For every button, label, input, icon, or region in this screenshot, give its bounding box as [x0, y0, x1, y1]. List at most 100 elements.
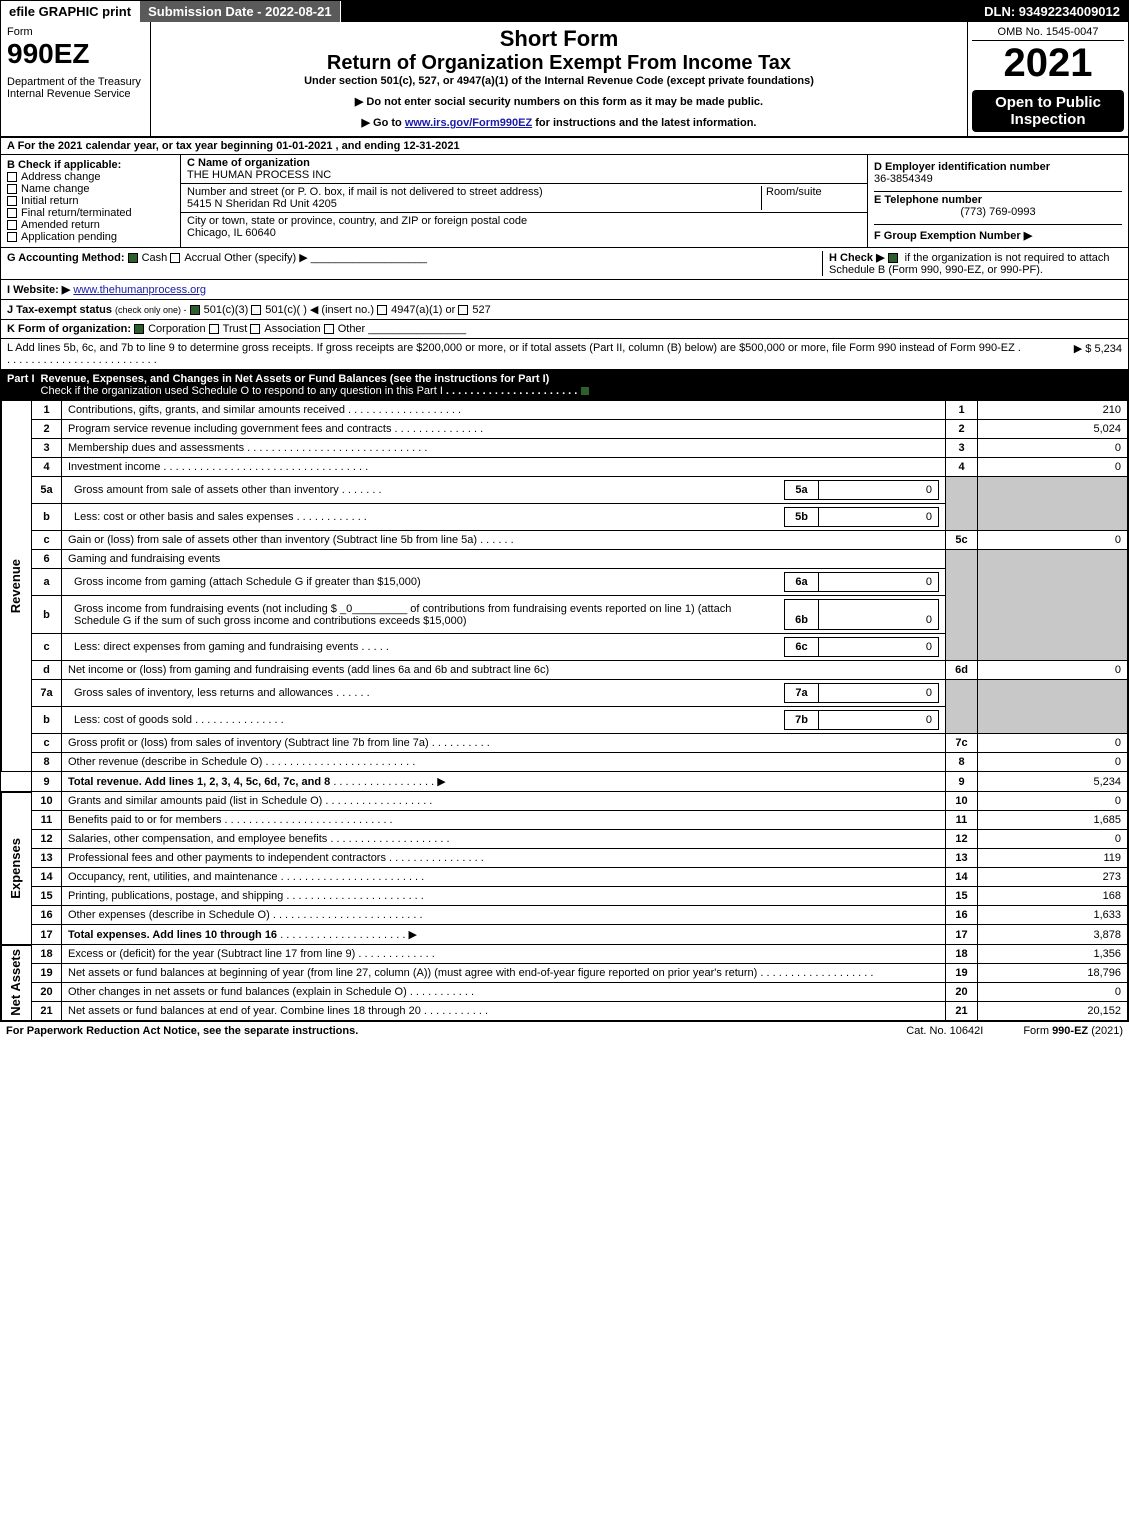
- expenses-label: Expenses: [8, 838, 23, 899]
- line-16: Other expenses (describe in Schedule O) …: [62, 906, 946, 925]
- line-15: Printing, publications, postage, and shi…: [62, 887, 946, 906]
- line-20: Other changes in net assets or fund bala…: [62, 983, 946, 1002]
- line-17: Total expenses. Add lines 10 through 16 …: [62, 925, 946, 945]
- chk-501c[interactable]: [251, 305, 261, 315]
- chk-assoc[interactable]: [250, 324, 260, 334]
- chk-pending[interactable]: Application pending: [7, 231, 174, 243]
- chk-address[interactable]: Address change: [7, 171, 174, 183]
- line-5b: Less: cost or other basis and sales expe…: [62, 504, 946, 531]
- addr: 5415 N Sheridan Rd Unit 4205: [187, 198, 761, 210]
- line-3: Membership dues and assessments . . . . …: [62, 439, 946, 458]
- j-lbl: J Tax-exempt status: [7, 304, 112, 316]
- l-val: ▶ $ 5,234: [1022, 342, 1122, 366]
- tax-year: 2021: [972, 41, 1124, 86]
- dept: Department of the Treasury: [7, 76, 144, 88]
- form-header: Form 990EZ Department of the Treasury In…: [1, 22, 1128, 138]
- city: Chicago, IL 60640: [187, 227, 861, 239]
- footer-cat: Cat. No. 10642I: [906, 1025, 983, 1037]
- line-6a: Gross income from gaming (attach Schedul…: [62, 569, 946, 596]
- h-lbl: H Check ▶: [829, 252, 885, 264]
- line-10: Grants and similar amounts paid (list in…: [62, 792, 946, 811]
- chk-cash[interactable]: [128, 253, 138, 263]
- addr-lbl: Number and street (or P. O. box, if mail…: [187, 186, 761, 198]
- irs-link[interactable]: www.irs.gov/Form990EZ: [405, 117, 532, 129]
- irs: Internal Revenue Service: [7, 88, 144, 100]
- submission-date: Submission Date - 2022-08-21: [140, 1, 341, 22]
- line-1-amt: 210: [978, 401, 1128, 420]
- line-4: Investment income . . . . . . . . . . . …: [62, 458, 946, 477]
- chk-accrual[interactable]: [170, 253, 180, 263]
- room-lbl: Room/suite: [761, 186, 861, 210]
- line-7a: Gross sales of inventory, less returns a…: [62, 680, 946, 707]
- c-name-lbl: C Name of organization: [187, 157, 861, 169]
- lines-table: Revenue 1 Contributions, gifts, grants, …: [1, 400, 1128, 1021]
- net-assets-label: Net Assets: [8, 949, 23, 1016]
- line-6: Gaming and fundraising events: [62, 550, 946, 569]
- chk-501c3[interactable]: [190, 305, 200, 315]
- line-6d: Net income or (loss) from gaming and fun…: [62, 661, 946, 680]
- line-19: Net assets or fund balances at beginning…: [62, 964, 946, 983]
- line-9: Total revenue. Add lines 1, 2, 3, 4, 5c,…: [62, 772, 946, 792]
- chk-final[interactable]: Final return/terminated: [7, 207, 174, 219]
- col-b: B Check if applicable: Address change Na…: [1, 155, 181, 247]
- line-7b: Less: cost of goods sold . . . . . . . .…: [62, 707, 946, 734]
- form-label: Form: [7, 26, 144, 38]
- chk-4947[interactable]: [377, 305, 387, 315]
- row-gh: G Accounting Method: Cash Accrual Other …: [1, 248, 1128, 280]
- e-lbl: E Telephone number: [874, 194, 1122, 206]
- row-l: L Add lines 5b, 6c, and 7b to line 9 to …: [1, 339, 1128, 370]
- chk-name[interactable]: Name change: [7, 183, 174, 195]
- footer-left: For Paperwork Reduction Act Notice, see …: [6, 1025, 358, 1037]
- footer: For Paperwork Reduction Act Notice, see …: [0, 1022, 1129, 1040]
- efile-label: efile GRAPHIC print: [1, 1, 140, 22]
- website-link[interactable]: www.thehumanprocess.org: [73, 284, 206, 296]
- line-11: Benefits paid to or for members . . . . …: [62, 811, 946, 830]
- k-lbl: K Form of organization:: [7, 323, 131, 335]
- dln: DLN: 93492234009012: [976, 1, 1128, 22]
- col-c: C Name of organization THE HUMAN PROCESS…: [181, 155, 868, 247]
- part-i-num: Part I: [7, 373, 41, 397]
- chk-other[interactable]: [324, 324, 334, 334]
- chk-amended[interactable]: Amended return: [7, 219, 174, 231]
- org-name: THE HUMAN PROCESS INC: [187, 169, 861, 181]
- line-21: Net assets or fund balances at end of ye…: [62, 1002, 946, 1021]
- chk-trust[interactable]: [209, 324, 219, 334]
- part-i-header: Part I Revenue, Expenses, and Changes in…: [1, 370, 1128, 400]
- line-6b: Gross income from fundraising events (no…: [62, 596, 946, 634]
- line-12: Salaries, other compensation, and employ…: [62, 830, 946, 849]
- city-lbl: City or town, state or province, country…: [187, 215, 861, 227]
- line-18: Excess or (deficit) for the year (Subtra…: [62, 945, 946, 964]
- part-i-title: Revenue, Expenses, and Changes in Net As…: [41, 373, 1122, 397]
- chk-527[interactable]: [458, 305, 468, 315]
- chk-h[interactable]: [888, 253, 898, 263]
- omb: OMB No. 1545-0047: [972, 26, 1124, 41]
- line-5c: Gain or (loss) from sale of assets other…: [62, 531, 946, 550]
- line-5a: Gross amount from sale of assets other t…: [62, 477, 946, 504]
- line-2: Program service revenue including govern…: [62, 420, 946, 439]
- i-lbl: I Website: ▶: [7, 284, 70, 296]
- col-d: D Employer identification number 36-3854…: [868, 155, 1128, 247]
- l-txt: L Add lines 5b, 6c, and 7b to line 9 to …: [7, 342, 1022, 366]
- ein: 36-3854349: [874, 173, 1122, 185]
- d-lbl: D Employer identification number: [874, 161, 1122, 173]
- g-lbl: G Accounting Method:: [7, 252, 125, 264]
- chk-corp[interactable]: [134, 324, 144, 334]
- footer-right: Form 990-EZ (2021): [1023, 1025, 1123, 1037]
- note-goto: ▶ Go to www.irs.gov/Form990EZ for instru…: [155, 116, 963, 129]
- note-ssn: ▶ Do not enter social security numbers o…: [155, 95, 963, 108]
- topbar: efile GRAPHIC print Submission Date - 20…: [1, 1, 1128, 22]
- row-j: J Tax-exempt status (check only one) - 5…: [1, 300, 1128, 320]
- subtitle: Under section 501(c), 527, or 4947(a)(1)…: [155, 75, 963, 87]
- line-1: Contributions, gifts, grants, and simila…: [62, 401, 946, 420]
- line-7c: Gross profit or (loss) from sales of inv…: [62, 734, 946, 753]
- section-bcdef: B Check if applicable: Address change Na…: [1, 155, 1128, 248]
- chk-initial[interactable]: Initial return: [7, 195, 174, 207]
- chk-parti-o[interactable]: [580, 386, 590, 396]
- row-i: I Website: ▶ www.thehumanprocess.org: [1, 280, 1128, 300]
- f-lbl: F Group Exemption Number ▶: [874, 230, 1032, 242]
- main-title: Return of Organization Exempt From Incom…: [155, 52, 963, 75]
- row-k: K Form of organization: Corporation Trus…: [1, 320, 1128, 339]
- short-form-title: Short Form: [155, 26, 963, 52]
- b-label: B Check if applicable:: [7, 159, 174, 171]
- row-a: A For the 2021 calendar year, or tax yea…: [1, 138, 1128, 155]
